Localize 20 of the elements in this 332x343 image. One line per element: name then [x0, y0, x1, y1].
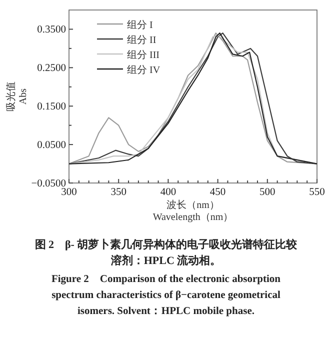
y-tick-label: 0.0500: [37, 140, 66, 152]
x-tick-label: 500: [260, 187, 276, 198]
x-tick-label: 300: [61, 187, 77, 198]
x-axis-title: 波长（nm） Wavelength（nm）: [152, 199, 234, 223]
y-axis-title: 吸光值 Abs: [5, 82, 29, 112]
legend-label: 组分 IV: [127, 64, 161, 76]
caption: 图 2 β- 胡萝卜素几何异构体的电子吸收光谱特征比较: [34, 238, 298, 251]
y-tick-label: 0.3500: [37, 24, 66, 36]
legend-label: 组分 II: [127, 34, 156, 46]
x-tick-label: 550: [309, 187, 325, 198]
x-tick-label: 400: [160, 187, 176, 198]
legend-label: 组分 I: [127, 19, 153, 31]
x-tick-label: 450: [210, 187, 226, 198]
y-tick-label: 0.2500: [37, 63, 66, 74]
text: 溶剂：HPLC 流动相。: [110, 254, 222, 267]
caption: Figure 2 Comparison of the electronic absorption spectrum characteristics of β−carotene geometrical isomers. Solvent：HPLC mobile phase.: [51, 274, 281, 317]
y-tick-label: −0.0500: [31, 178, 66, 190]
x-tick-label: 350: [110, 187, 126, 198]
legend-label: 组分 III: [127, 49, 160, 61]
y-tick-label: 0.1500: [37, 102, 66, 113]
